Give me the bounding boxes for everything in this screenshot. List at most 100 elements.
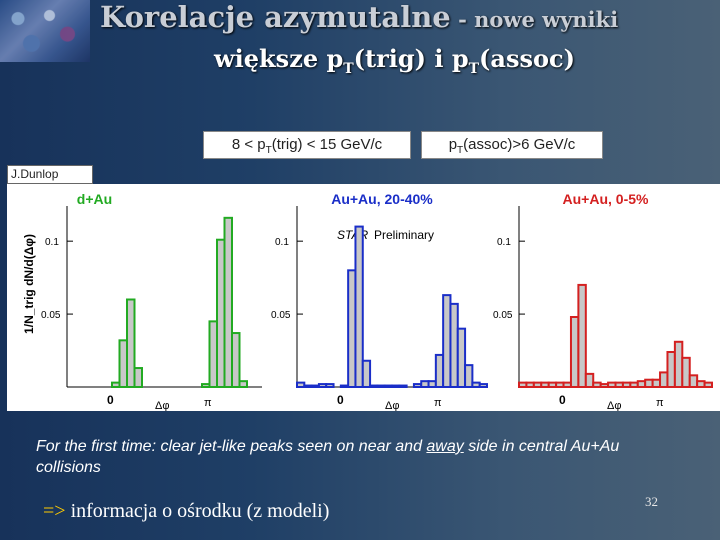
histogram-bar [310, 384, 320, 389]
histogram-bar [547, 381, 558, 388]
subtitle-part: (assoc) [479, 44, 575, 73]
conclusion-text: informacja o ośrodku (z modeli) [65, 500, 330, 522]
histogram-bar [636, 380, 647, 389]
y-tick-label: 0.1 [497, 237, 511, 248]
histogram-bar [317, 383, 328, 388]
histogram-bar [555, 381, 565, 388]
histogram-bar [584, 372, 595, 388]
panel-label: Au+Au, 0-5% [563, 191, 650, 207]
histogram-bar [303, 384, 313, 389]
panel-label: Au+Au, 20-40% [331, 191, 433, 207]
histogram-bar [361, 359, 372, 388]
histogram-bar [614, 381, 624, 388]
trigger-cut-label: 8 < pT(trig) < 15 GeV/c [203, 131, 411, 159]
histogram-bar [391, 384, 401, 389]
histogram-bar [607, 381, 617, 388]
histogram-bar [208, 320, 218, 388]
histogram-bar [673, 340, 684, 389]
cut-text: (trig) < 15 GeV/c [271, 136, 383, 153]
histogram-bar [216, 238, 226, 389]
x-tick-label-pi: π [656, 397, 664, 409]
histogram-bar [703, 381, 713, 388]
cut-text: p [448, 136, 458, 153]
histogram-bar [449, 302, 459, 388]
histogram-panel: 1/N_trig dN/d(Δφ) STAR Preliminary 0.1 0.… [7, 184, 720, 411]
histogram-bar [126, 298, 136, 388]
subtitle-subscript: T [343, 60, 354, 77]
histogram-bar [599, 383, 610, 388]
histogram-bar [562, 381, 572, 388]
histogram-bar [659, 371, 669, 389]
histogram-bar [223, 216, 233, 389]
caption-part: side in central Au+Au collisions [36, 438, 620, 476]
histogram-bar [592, 381, 602, 388]
histogram-bar [442, 294, 452, 388]
corner-decoration-image [0, 0, 90, 62]
conclusion-line: => informacja o ośrodku (z modeli) [43, 500, 329, 523]
histogram-bar [369, 384, 379, 389]
histogram-bar [569, 316, 580, 388]
histogram-bar [231, 332, 241, 389]
histogram-bar [347, 269, 357, 388]
histogram-bar [478, 383, 489, 388]
x-axis-label: Δφ [607, 400, 621, 411]
histogram-bar [577, 283, 587, 388]
x-tick-label-pi: π [434, 397, 442, 409]
slide-title: Korelacje azymutalne - nowe wyniki [100, 0, 720, 34]
x-axis-label: Δφ [385, 400, 399, 411]
histogram-bar [464, 364, 474, 388]
caption-part: For the first time: clear jet-like peaks… [36, 438, 427, 455]
histogram-bar [629, 381, 639, 388]
histogram-bar [651, 378, 662, 388]
subtitle-subscript: T [468, 60, 480, 77]
histogram-bar [540, 381, 550, 388]
histogram-bar [111, 381, 121, 388]
x-tick-label-pi: π [204, 397, 212, 409]
histogram-bar [532, 381, 543, 388]
x-axis-label: Δφ [155, 400, 169, 411]
histogram-bar [471, 381, 481, 388]
histogram-bar [398, 384, 408, 389]
histogram-bar [420, 380, 430, 389]
y-tick-label: 0.05 [41, 310, 61, 321]
histogram-bar [133, 367, 143, 389]
histogram-bar [296, 381, 306, 388]
histogram-bar [383, 384, 394, 389]
histogram-bar [681, 356, 691, 388]
assoc-cut-label: pT(assoc)>6 GeV/c [421, 131, 603, 159]
title-suffix-text: - nowe wyniki [450, 7, 619, 32]
author-label: J.Dunlop [7, 165, 93, 184]
histogram-bar [696, 380, 706, 389]
histogram-bar [427, 380, 437, 389]
caption-underlined: away [426, 438, 464, 455]
subtitle-part: (trig) i p [353, 44, 469, 73]
histogram-bar [325, 383, 335, 388]
histogram-bar [456, 327, 467, 389]
title-main-text: Korelacje azymutalne [100, 0, 451, 34]
histogram-figure: 1/N_trig dN/d(Δφ) STAR Preliminary 0.10.… [22, 191, 713, 411]
histogram-bar [376, 384, 386, 389]
histogram-bar [238, 380, 248, 389]
histogram-bar [518, 381, 528, 388]
x-tick-label-zero: 0 [337, 393, 344, 407]
subtitle-part: większe p [214, 44, 344, 73]
cut-subscript: T [265, 145, 272, 156]
histogram-bar [666, 351, 676, 388]
histogram-bar [621, 381, 632, 388]
page-number: 32 [645, 494, 658, 509]
x-tick-label-zero: 0 [559, 393, 566, 407]
histogram-bar [688, 374, 699, 388]
arrow-symbol: => [43, 500, 66, 522]
histogram-bar [525, 381, 535, 388]
cut-subscript: T [457, 145, 464, 156]
slide-subtitle: większe pT(trig) i pT(assoc) [214, 44, 575, 77]
x-tick-label-zero: 0 [107, 393, 114, 407]
y-tick-label: 0.1 [275, 237, 289, 248]
y-tick-label: 0.1 [45, 237, 59, 248]
histogram-bar [201, 383, 211, 388]
y-tick-label: 0.05 [493, 310, 513, 321]
y-axis-label-text: 1/N_trig dN/d(Δφ) [22, 234, 36, 334]
caption-text: For the first time: clear jet-like peaks… [36, 436, 666, 478]
histogram-bar [354, 225, 364, 389]
histogram-bar [434, 353, 445, 389]
